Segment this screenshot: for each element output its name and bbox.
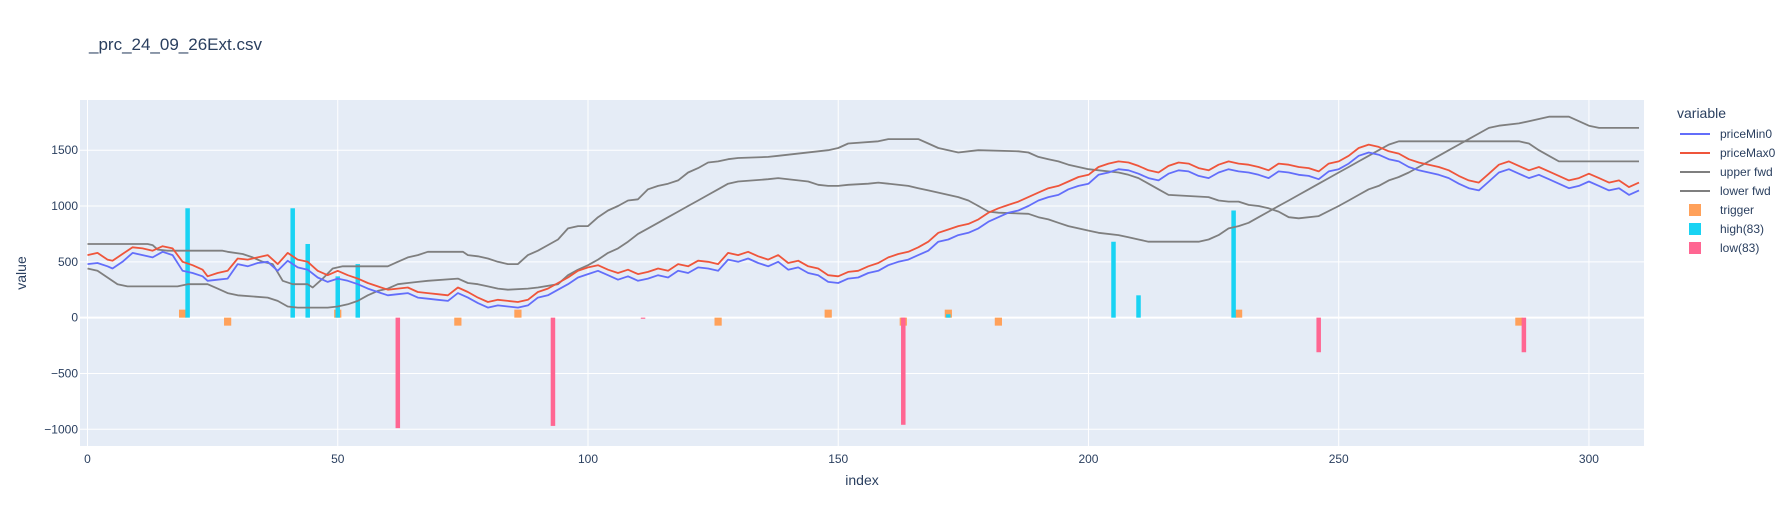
y-tick-label: −500 xyxy=(51,366,78,380)
bar-trigger xyxy=(824,309,832,318)
x-tick-label: 250 xyxy=(1329,452,1349,466)
legend-item[interactable]: lower fwd xyxy=(1680,184,1771,198)
x-tick-label: 0 xyxy=(84,452,91,466)
x-tick-label: 100 xyxy=(578,452,598,466)
bar-trigger xyxy=(514,309,522,318)
y-axis-title: value xyxy=(13,256,29,290)
series-low83 xyxy=(395,317,1527,429)
bar-low83 xyxy=(1521,317,1527,353)
bar-low83 xyxy=(901,317,906,425)
legend-label: lower fwd xyxy=(1720,184,1771,198)
legend-label: upper fwd xyxy=(1720,165,1773,179)
line-lower-fwd xyxy=(87,140,1639,309)
line-upper-fwd xyxy=(87,115,1639,289)
bar-high83 xyxy=(946,314,951,318)
bar-high83 xyxy=(1136,295,1141,318)
bar-high83 xyxy=(335,276,340,318)
legend-item[interactable]: priceMin0 xyxy=(1680,127,1772,141)
bar-high83 xyxy=(355,264,361,318)
legend-item[interactable]: high(83) xyxy=(1689,222,1764,236)
legend-title: variable xyxy=(1677,105,1726,121)
bar-trigger xyxy=(1235,309,1243,318)
x-tick-label: 150 xyxy=(828,452,848,466)
y-tick-label: 1500 xyxy=(51,143,78,157)
series-layer xyxy=(87,115,1640,429)
chart-title: _prc_24_09_26Ext.csv xyxy=(88,35,262,54)
legend-item[interactable]: upper fwd xyxy=(1680,165,1773,179)
legend-label: low(83) xyxy=(1720,241,1759,255)
x-tick-label: 300 xyxy=(1579,452,1599,466)
legend-item[interactable]: low(83) xyxy=(1689,241,1759,255)
x-tick-labels: 0 50 100 150 200 250 300 xyxy=(84,452,1599,466)
plot-background xyxy=(80,100,1644,446)
legend-swatch xyxy=(1689,223,1701,235)
x-axis-title: index xyxy=(845,472,878,488)
bar-high83 xyxy=(1111,241,1116,318)
y-tick-label: 0 xyxy=(71,311,78,325)
bar-low83 xyxy=(395,317,401,429)
legend-label: high(83) xyxy=(1720,222,1764,236)
bar-trigger xyxy=(714,317,722,326)
bar-trigger xyxy=(224,317,232,326)
bar-low83 xyxy=(1316,317,1321,353)
bar-trigger xyxy=(994,317,1002,326)
bar-low83 xyxy=(550,317,556,426)
y-tick-label: 1000 xyxy=(51,199,78,213)
bar-trigger xyxy=(454,317,462,326)
x-tick-label: 50 xyxy=(331,452,345,466)
legend-label: priceMax0 xyxy=(1720,146,1776,160)
y-tick-label: 500 xyxy=(58,255,78,269)
bar-trigger xyxy=(1515,317,1523,326)
legend: variable priceMin0 priceMax0 upper fwd lowe… xyxy=(1677,105,1776,255)
line-priceMin0 xyxy=(87,151,1640,309)
bar-trigger xyxy=(944,309,952,318)
bar-trigger xyxy=(178,309,187,318)
legend-item[interactable]: priceMax0 xyxy=(1680,146,1776,160)
y-tick-labels: −1000 −500 0 500 1000 1500 xyxy=(44,143,78,436)
legend-label: priceMin0 xyxy=(1720,127,1772,141)
bar-high83 xyxy=(305,243,310,318)
bar-high83 xyxy=(290,208,295,318)
y-tick-label: −1000 xyxy=(44,422,78,436)
legend-swatch xyxy=(1689,204,1701,216)
legend-item[interactable]: trigger xyxy=(1689,203,1754,217)
legend-label: trigger xyxy=(1720,203,1754,217)
x-tick-label: 200 xyxy=(1078,452,1098,466)
line-priceMax0 xyxy=(87,143,1640,303)
bar-low83 xyxy=(640,317,646,319)
bar-high83 xyxy=(1231,210,1236,318)
legend-swatch xyxy=(1689,242,1701,254)
